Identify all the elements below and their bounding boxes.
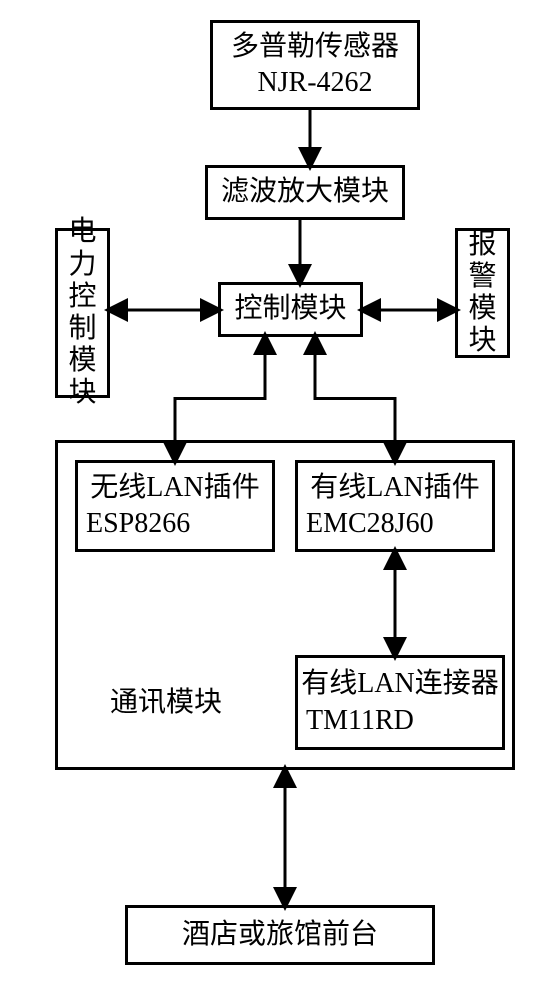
econn-line1: 有线LAN连接器 — [301, 666, 499, 702]
sensor-line2: NJR-4262 — [257, 65, 372, 101]
control-label: 控制模块 — [234, 291, 346, 327]
front-box: 酒店或旅馆前台 — [125, 905, 435, 965]
comm-label: 通讯模块 — [110, 680, 222, 720]
front-label: 酒店或旅馆前台 — [182, 917, 378, 953]
control-box: 控制模块 — [218, 282, 363, 337]
elan-line1: 有线LAN插件 — [310, 470, 480, 506]
alarm-box: 报警模块 — [455, 228, 510, 358]
power-box: 电力控制模块 — [55, 228, 110, 398]
elan-box: 有线LAN插件 EMC28J60 — [295, 460, 495, 552]
alarm-label: 报警模块 — [466, 229, 500, 358]
filter-label: 滤波放大模块 — [221, 174, 389, 210]
econn-line2: TM11RD — [298, 703, 414, 739]
power-label: 电力控制模块 — [66, 216, 100, 409]
filter-box: 滤波放大模块 — [205, 165, 405, 220]
wlan-line1: 无线LAN插件 — [90, 470, 260, 506]
elan-line2: EMC28J60 — [298, 506, 434, 542]
wlan-box: 无线LAN插件 ESP8266 — [75, 460, 275, 552]
sensor-box: 多普勒传感器 NJR-4262 — [210, 20, 420, 110]
econn-box: 有线LAN连接器 TM11RD — [295, 655, 505, 750]
sensor-line1: 多普勒传感器 — [231, 29, 399, 65]
wlan-line2: ESP8266 — [78, 506, 190, 542]
